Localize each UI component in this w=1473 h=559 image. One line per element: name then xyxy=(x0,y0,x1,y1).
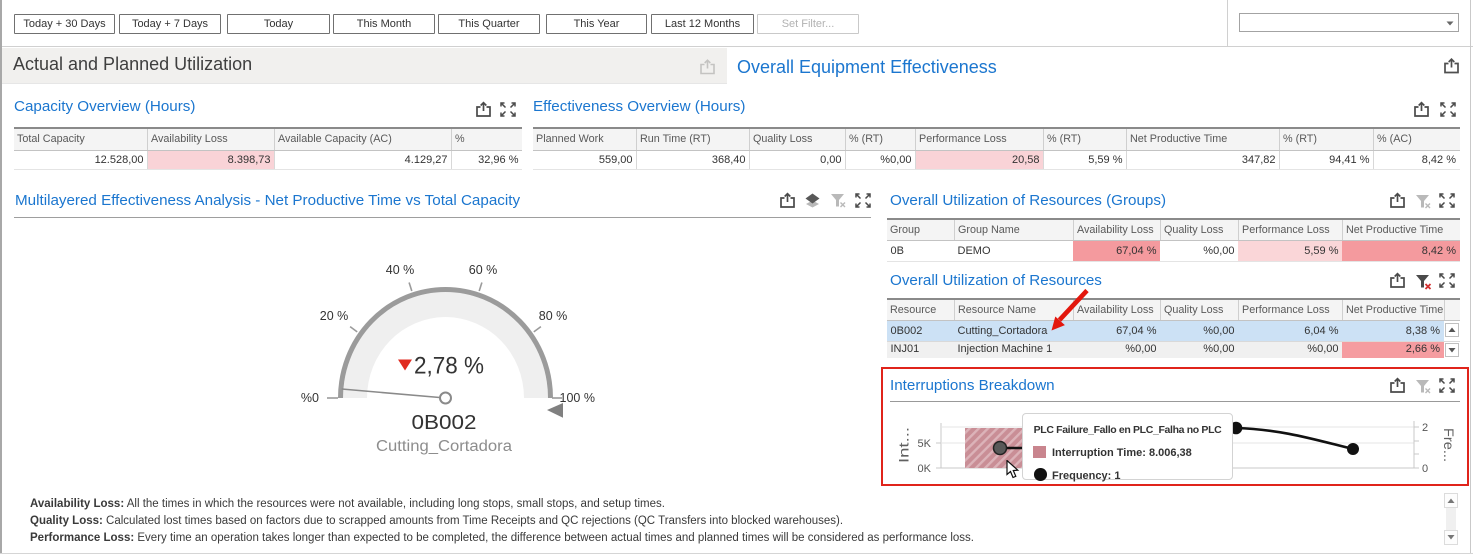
svg-text:0B002: 0B002 xyxy=(412,412,477,434)
svg-text:2,78 %: 2,78 % xyxy=(414,353,484,380)
svg-text:0: 0 xyxy=(1422,463,1428,475)
svg-text:%0: %0 xyxy=(301,391,319,405)
svg-text:60 %: 60 % xyxy=(469,263,498,277)
svg-text:Int...: Int... xyxy=(897,427,912,463)
svg-text:5K: 5K xyxy=(918,438,932,450)
svg-text:Cutting_Cortadora: Cutting_Cortadora xyxy=(376,438,512,455)
svg-text:Fre...: Fre... xyxy=(1441,428,1456,462)
svg-text:2: 2 xyxy=(1422,422,1428,434)
svg-text:40 %: 40 % xyxy=(386,263,415,277)
svg-text:80 %: 80 % xyxy=(539,309,568,323)
svg-text:0K: 0K xyxy=(918,463,932,475)
svg-text:20 %: 20 % xyxy=(320,309,349,323)
svg-text:100 %: 100 % xyxy=(560,391,595,405)
